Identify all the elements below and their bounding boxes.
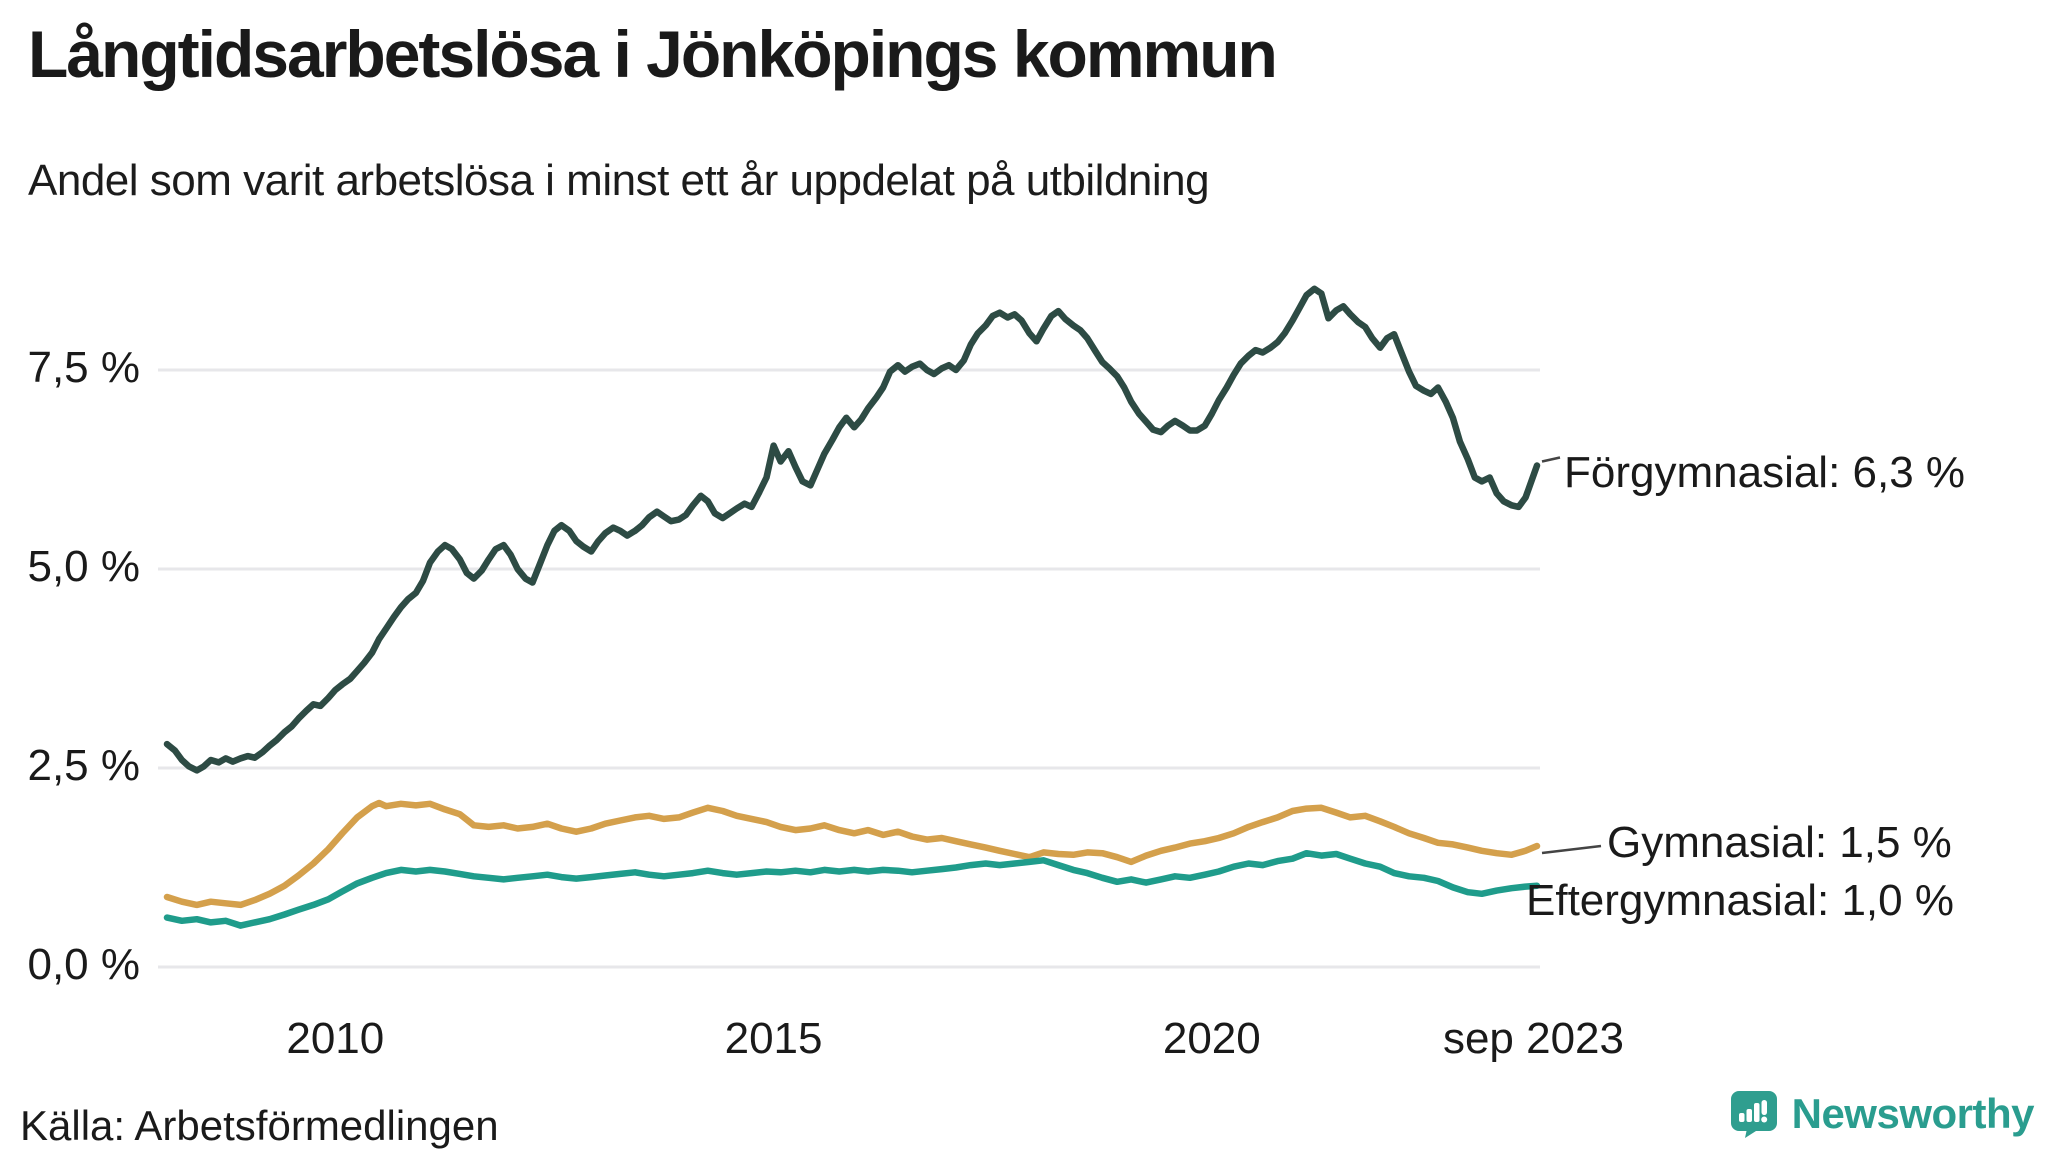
label-connector <box>1541 456 1561 463</box>
y-tick-label: 2,5 % <box>27 741 140 790</box>
chart-subtitle: Andel som varit arbetslösa i minst ett å… <box>28 156 1210 205</box>
y-tick-label: 0,0 % <box>27 940 140 989</box>
page-title: Långtidsarbetslösa i Jönköpings kommun <box>28 17 1278 91</box>
x-tick-label: sep 2023 <box>1442 1014 1625 1063</box>
series-end-label: Förgymnasial: 6,3 % <box>1564 447 1966 497</box>
y-tick-label: 7,5 % <box>27 343 140 392</box>
newsworthy-branding: Newsworthy <box>1730 1090 2035 1138</box>
label-connector <box>1541 844 1602 855</box>
series-end-label: Eftergymnasial: 1,0 % <box>1526 875 1954 925</box>
x-tick-label: 2020 <box>1162 1014 1261 1063</box>
series-line-frgymnasial <box>163 285 1541 774</box>
newsworthy-logo-icon <box>1730 1091 1777 1138</box>
source-note: Källa: Arbetsförmedlingen <box>20 1102 499 1149</box>
newsworthy-wordmark: Newsworthy <box>1791 1090 2035 1137</box>
series-end-label: Gymnasial: 1,5 % <box>1607 818 1952 867</box>
y-tick-label: 5,0 % <box>27 542 140 591</box>
x-tick-label: 2015 <box>724 1014 823 1063</box>
series-line-gymnasial <box>163 799 1541 909</box>
series-line-eftergymnasial <box>163 849 1541 929</box>
x-tick-label: 2010 <box>286 1014 385 1063</box>
